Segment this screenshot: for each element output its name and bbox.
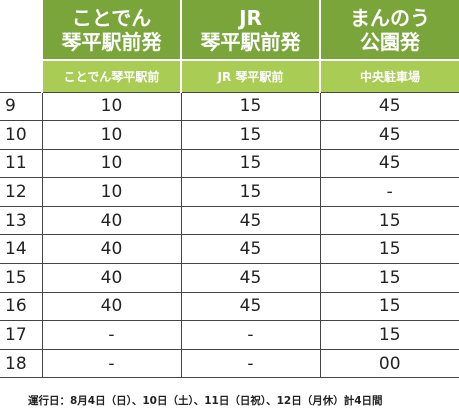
stop-header-jr: JR 琴平駅前 [180,59,320,92]
hour-cell: 10 [0,120,42,150]
time-cell: 10 [41,177,181,207]
time-cell: - [180,348,320,379]
table-row: 17 - - 15 [0,320,459,350]
time-cell: 15 [319,320,459,350]
origin-header-kotoden: ことでん 琴平駅前発 [41,0,181,60]
time-cell: - [180,320,320,350]
table-row: 9 10 15 45 [0,91,459,121]
time-cell: 15 [319,263,459,293]
time-cell: 15 [319,205,459,235]
table-row: 15 40 45 15 [0,263,459,293]
operating-days-note: 運行日：8月4日（日）、10日（土）、11日（日祝）、12日（月休）計4日間 [28,395,383,407]
table-row: 12 10 15 - [0,177,459,207]
table-row: 14 40 45 15 [0,234,459,264]
table-row: 16 40 45 15 [0,291,459,321]
time-cell: 45 [180,205,320,235]
time-cell: 45 [319,120,459,150]
time-cell: - [41,320,181,350]
stop-header-mannou: 中央駐車場 [319,59,459,92]
hour-cell: 13 [0,205,42,235]
table-row: 13 40 45 15 [0,205,459,235]
time-cell: - [41,348,181,379]
time-cell: 40 [41,263,181,293]
corner-cell [0,0,42,60]
origin-header-jr: JR 琴平駅前発 [180,0,320,60]
time-cell: 45 [180,263,320,293]
hour-cell: 15 [0,263,42,293]
hour-cell: 11 [0,148,42,178]
corner-cell-sub [0,59,42,92]
time-cell: 45 [319,148,459,178]
time-cell: 10 [41,120,181,150]
time-cell: 15 [319,291,459,321]
hour-cell: 18 [0,348,42,379]
hour-cell: 16 [0,291,42,321]
hour-cell: 14 [0,234,42,264]
shuttle-timetable: ことでん 琴平駅前発 JR 琴平駅前発 まんのう 公園発 ことでん琴平駅前 JR… [0,0,459,379]
time-cell: 15 [180,177,320,207]
time-cell: - [319,177,459,207]
hour-cell: 17 [0,320,42,350]
table-row: 11 10 15 45 [0,148,459,178]
time-cell: 15 [180,120,320,150]
hour-cell: 9 [0,91,42,121]
time-cell: 15 [180,148,320,178]
time-cell: 10 [41,148,181,178]
time-cell: 40 [41,205,181,235]
table-row: 10 10 15 45 [0,120,459,150]
time-cell: 45 [319,91,459,121]
time-cell: 15 [319,234,459,264]
stop-header-kotoden: ことでん琴平駅前 [41,59,181,92]
time-cell: 40 [41,234,181,264]
origin-header-mannou: まんのう 公園発 [319,0,459,60]
time-cell: 45 [180,291,320,321]
stop-header-row: ことでん琴平駅前 JR 琴平駅前 中央駐車場 [0,59,459,92]
table-row: 18 - - 00 [0,348,459,379]
time-cell: 45 [180,234,320,264]
time-cell: 10 [41,91,181,121]
hour-cell: 12 [0,177,42,207]
time-cell: 40 [41,291,181,321]
origin-header-row: ことでん 琴平駅前発 JR 琴平駅前発 まんのう 公園発 [0,0,459,60]
time-cell: 00 [319,348,459,379]
time-cell: 15 [180,91,320,121]
